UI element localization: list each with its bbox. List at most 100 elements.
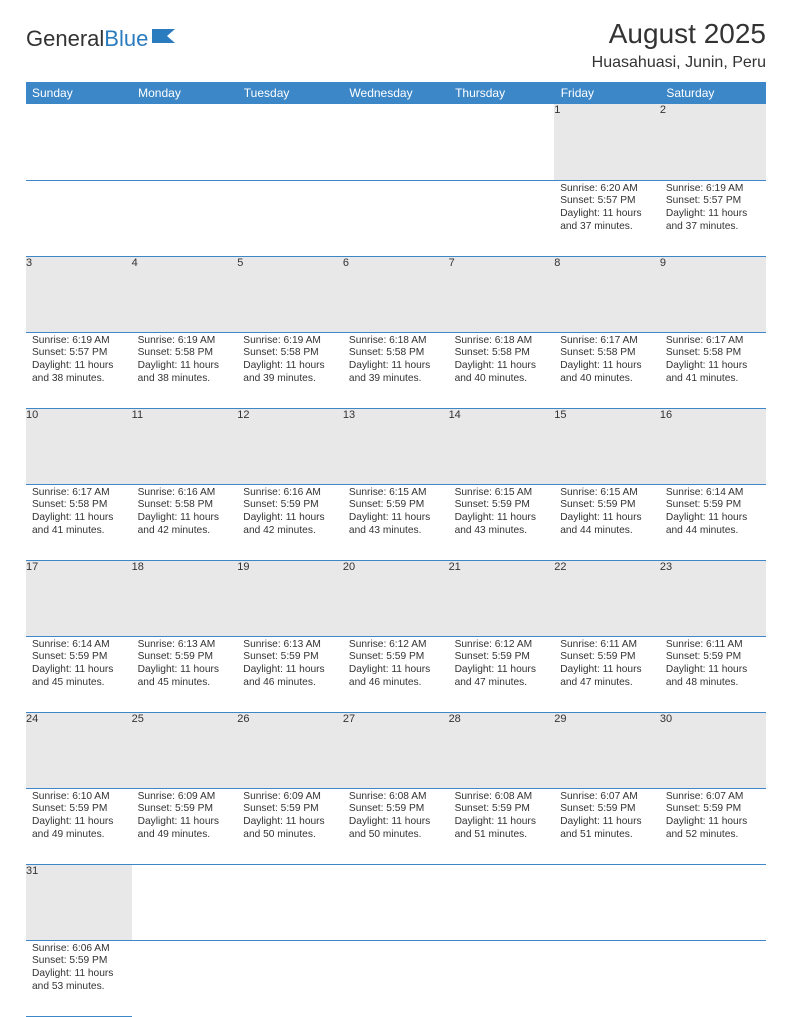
daynum-row: 24252627282930 (26, 712, 766, 788)
sunrise-text: Sunrise: 6:11 AM (666, 639, 760, 652)
day-body-cell: Sunrise: 6:15 AMSunset: 5:59 PMDaylight:… (343, 484, 449, 560)
sunrise-text: Sunrise: 6:17 AM (666, 335, 760, 348)
sunset-text: Sunset: 5:59 PM (349, 651, 443, 664)
day-body-cell: Sunrise: 6:17 AMSunset: 5:58 PMDaylight:… (660, 332, 766, 408)
day-body-cell: Sunrise: 6:18 AMSunset: 5:58 PMDaylight:… (449, 332, 555, 408)
sunset-text: Sunset: 5:58 PM (243, 347, 337, 360)
sunrise-text: Sunrise: 6:18 AM (455, 335, 549, 348)
day-body-row: Sunrise: 6:17 AMSunset: 5:58 PMDaylight:… (26, 484, 766, 560)
logo-text2: Blue (104, 26, 148, 52)
day-number-cell: 19 (237, 560, 343, 636)
daylight-text: Daylight: 11 hours and 50 minutes. (349, 816, 443, 842)
day-number-cell (449, 864, 555, 940)
daylight-text: Daylight: 11 hours and 50 minutes. (243, 816, 337, 842)
daylight-text: Daylight: 11 hours and 44 minutes. (560, 512, 654, 538)
weekday-header: Monday (132, 82, 238, 104)
sunset-text: Sunset: 5:59 PM (666, 803, 760, 816)
daynum-row: 3456789 (26, 256, 766, 332)
day-number-cell: 31 (26, 864, 132, 940)
day-body-cell: Sunrise: 6:15 AMSunset: 5:59 PMDaylight:… (554, 484, 660, 560)
sunset-text: Sunset: 5:59 PM (243, 651, 337, 664)
day-body-cell: Sunrise: 6:18 AMSunset: 5:58 PMDaylight:… (343, 332, 449, 408)
day-body-cell (343, 940, 449, 1016)
day-body-cell: Sunrise: 6:12 AMSunset: 5:59 PMDaylight:… (449, 636, 555, 712)
sunset-text: Sunset: 5:59 PM (666, 499, 760, 512)
header: GeneralBlue August 2025 Huasahuasi, Juni… (26, 18, 766, 72)
daylight-text: Daylight: 11 hours and 39 minutes. (243, 360, 337, 386)
sunrise-text: Sunrise: 6:08 AM (455, 791, 549, 804)
day-body-cell: Sunrise: 6:19 AMSunset: 5:58 PMDaylight:… (132, 332, 238, 408)
sunset-text: Sunset: 5:58 PM (349, 347, 443, 360)
day-body-cell: Sunrise: 6:19 AMSunset: 5:57 PMDaylight:… (26, 332, 132, 408)
day-number-cell (237, 864, 343, 940)
day-number-cell: 24 (26, 712, 132, 788)
sunset-text: Sunset: 5:57 PM (560, 195, 654, 208)
day-number-cell: 5 (237, 256, 343, 332)
day-number-cell: 20 (343, 560, 449, 636)
sunset-text: Sunset: 5:59 PM (455, 651, 549, 664)
sunset-text: Sunset: 5:59 PM (349, 499, 443, 512)
sunrise-text: Sunrise: 6:14 AM (32, 639, 126, 652)
day-body-cell: Sunrise: 6:16 AMSunset: 5:59 PMDaylight:… (237, 484, 343, 560)
calendar-table: Sunday Monday Tuesday Wednesday Thursday… (26, 82, 766, 1017)
sunset-text: Sunset: 5:59 PM (560, 803, 654, 816)
weekday-header: Sunday (26, 82, 132, 104)
sunset-text: Sunset: 5:59 PM (138, 803, 232, 816)
day-number-cell: 12 (237, 408, 343, 484)
day-body-cell: Sunrise: 6:19 AMSunset: 5:57 PMDaylight:… (660, 180, 766, 256)
sunset-text: Sunset: 5:58 PM (138, 499, 232, 512)
daylight-text: Daylight: 11 hours and 38 minutes. (138, 360, 232, 386)
day-number-cell (26, 104, 132, 180)
day-number-cell: 29 (554, 712, 660, 788)
daylight-text: Daylight: 11 hours and 49 minutes. (138, 816, 232, 842)
sunrise-text: Sunrise: 6:19 AM (32, 335, 126, 348)
daynum-row: 31 (26, 864, 766, 940)
daylight-text: Daylight: 11 hours and 47 minutes. (560, 664, 654, 690)
title-block: August 2025 Huasahuasi, Junin, Peru (592, 18, 766, 72)
day-body-cell (26, 180, 132, 256)
day-body-cell: Sunrise: 6:11 AMSunset: 5:59 PMDaylight:… (554, 636, 660, 712)
sunrise-text: Sunrise: 6:12 AM (455, 639, 549, 652)
day-number-cell: 15 (554, 408, 660, 484)
day-number-cell: 21 (449, 560, 555, 636)
logo-text1: General (26, 26, 104, 52)
day-body-cell (343, 180, 449, 256)
day-body-cell (237, 180, 343, 256)
day-body-row: Sunrise: 6:06 AMSunset: 5:59 PMDaylight:… (26, 940, 766, 1016)
sunrise-text: Sunrise: 6:16 AM (243, 487, 337, 500)
sunrise-text: Sunrise: 6:10 AM (32, 791, 126, 804)
daynum-row: 17181920212223 (26, 560, 766, 636)
sunrise-text: Sunrise: 6:07 AM (666, 791, 760, 804)
day-number-cell: 13 (343, 408, 449, 484)
day-number-cell (343, 104, 449, 180)
sunrise-text: Sunrise: 6:16 AM (138, 487, 232, 500)
calendar-page: GeneralBlue August 2025 Huasahuasi, Juni… (0, 0, 792, 1017)
day-body-cell: Sunrise: 6:14 AMSunset: 5:59 PMDaylight:… (26, 636, 132, 712)
daylight-text: Daylight: 11 hours and 45 minutes. (138, 664, 232, 690)
day-number-cell: 30 (660, 712, 766, 788)
sunset-text: Sunset: 5:59 PM (666, 651, 760, 664)
sunset-text: Sunset: 5:59 PM (349, 803, 443, 816)
day-number-cell (132, 864, 238, 940)
sunset-text: Sunset: 5:59 PM (243, 499, 337, 512)
day-body-row: Sunrise: 6:10 AMSunset: 5:59 PMDaylight:… (26, 788, 766, 864)
day-number-cell: 7 (449, 256, 555, 332)
day-body-cell: Sunrise: 6:17 AMSunset: 5:58 PMDaylight:… (554, 332, 660, 408)
day-number-cell: 6 (343, 256, 449, 332)
day-body-cell: Sunrise: 6:12 AMSunset: 5:59 PMDaylight:… (343, 636, 449, 712)
daylight-text: Daylight: 11 hours and 39 minutes. (349, 360, 443, 386)
day-number-cell (237, 104, 343, 180)
daylight-text: Daylight: 11 hours and 49 minutes. (32, 816, 126, 842)
sunset-text: Sunset: 5:57 PM (666, 195, 760, 208)
day-body-cell (237, 940, 343, 1016)
day-body-cell: Sunrise: 6:17 AMSunset: 5:58 PMDaylight:… (26, 484, 132, 560)
sunset-text: Sunset: 5:58 PM (666, 347, 760, 360)
day-number-cell: 16 (660, 408, 766, 484)
sunrise-text: Sunrise: 6:13 AM (138, 639, 232, 652)
daylight-text: Daylight: 11 hours and 45 minutes. (32, 664, 126, 690)
weekday-header: Wednesday (343, 82, 449, 104)
month-title: August 2025 (592, 18, 766, 50)
day-body-cell: Sunrise: 6:06 AMSunset: 5:59 PMDaylight:… (26, 940, 132, 1016)
sunset-text: Sunset: 5:57 PM (32, 347, 126, 360)
day-body-cell: Sunrise: 6:09 AMSunset: 5:59 PMDaylight:… (132, 788, 238, 864)
